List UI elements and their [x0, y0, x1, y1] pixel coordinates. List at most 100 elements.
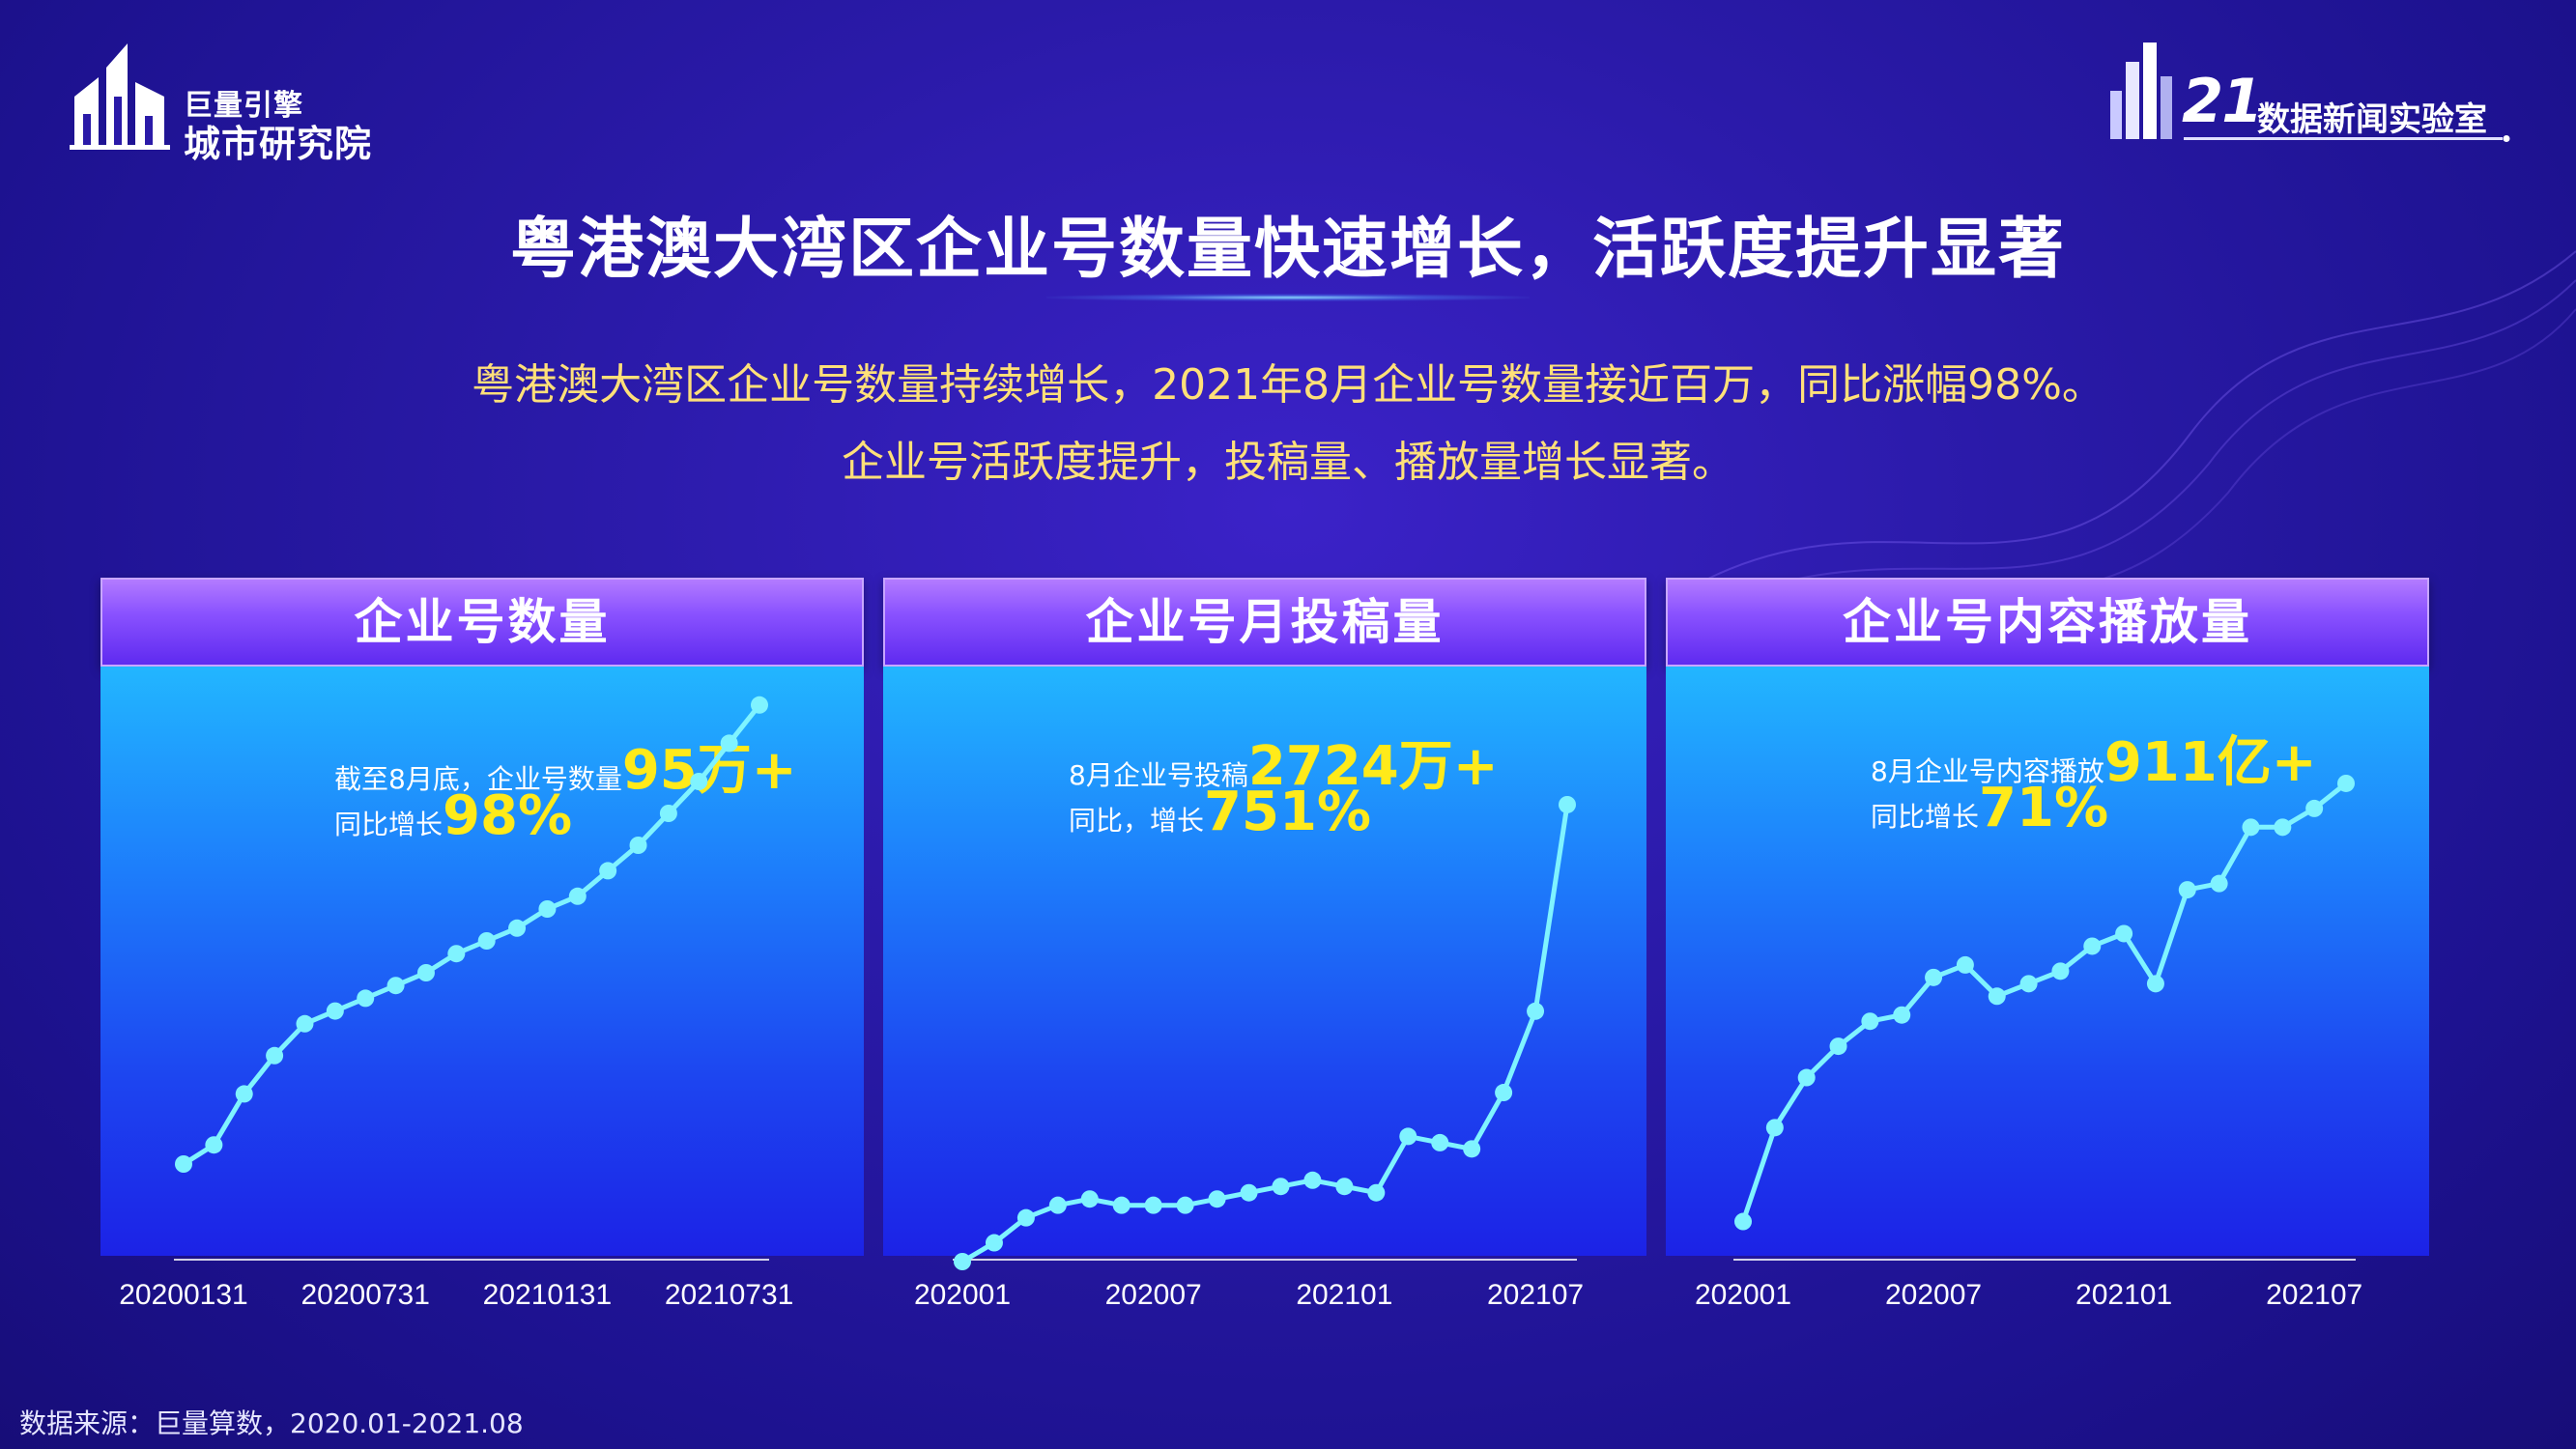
x-tick-labels: 202001 202007 202101 202107: [1695, 1279, 2362, 1311]
data-point: [1335, 1178, 1354, 1196]
panel-chart-area: [883, 667, 1646, 1256]
data-point: [357, 989, 375, 1008]
data-point: [1431, 1133, 1449, 1151]
data-point: [985, 1234, 1003, 1252]
panel-chart-area: [100, 667, 864, 1256]
annotation-line2: 同比增长98%: [334, 784, 572, 847]
page-title: 粤港澳大湾区企业号数量快速增长，活跃度提升显著: [509, 212, 2066, 288]
data-point: [1303, 1171, 1322, 1189]
data-point: [1861, 1012, 1879, 1031]
panel-header: 企业号月投稿量: [883, 578, 1646, 667]
panel-content-plays: 企业号内容播放量: [1666, 578, 2429, 1256]
annotation-prefix: 8月企业号投稿: [1069, 759, 1248, 791]
panel-header: 企业号内容播放量: [1666, 578, 2429, 667]
bar-building-icon: [2110, 43, 2172, 139]
series-line: [960, 804, 1570, 1264]
series-line: [1740, 781, 2348, 1223]
panel-header: 企业号数量: [100, 578, 864, 667]
data-point: [1925, 968, 1943, 986]
data-point: [235, 1085, 253, 1103]
data-point: [1829, 1037, 1847, 1056]
annotation-line2: 同比增长71%: [1871, 777, 2108, 839]
data-point: [447, 945, 466, 963]
logo-right-number: 21: [2182, 66, 2263, 136]
annotation-prefix: 同比，增长: [1069, 805, 1205, 837]
x-tick-label: 20200131: [119, 1279, 247, 1311]
data-point: [599, 862, 617, 880]
subtitle-line-2: 企业号活跃度提升，投稿量、播放量增长显著。: [842, 438, 1734, 487]
x-tick-labels: 202001 202007 202101 202107: [914, 1279, 1584, 1311]
data-point: [508, 919, 527, 937]
logo-underline: [2184, 135, 2510, 142]
data-point: [720, 734, 738, 753]
data-point: [2019, 975, 2038, 993]
data-point: [326, 1002, 344, 1020]
data-point: [1144, 1196, 1162, 1214]
annotation-prefix: 8月企业号内容播放: [1871, 755, 2104, 787]
logo-left-line2: 城市研究院: [184, 123, 373, 165]
annotation-value: 71%: [1979, 777, 2109, 839]
annotation-prefix: 截至8月底，企业号数量: [334, 763, 622, 795]
data-point: [1734, 1212, 1752, 1231]
data-point: [2305, 799, 2324, 817]
data-point: [1399, 1127, 1417, 1146]
series-line: [182, 703, 761, 1167]
data-point: [1988, 987, 2006, 1006]
logo-right-text: 数据新闻实验室: [2257, 100, 2487, 139]
data-point: [1956, 955, 1974, 974]
x-tick-label: 202107: [1487, 1279, 1584, 1311]
data-point: [538, 900, 557, 918]
data-point: [954, 1253, 971, 1270]
annotation-line2: 同比，增长751%: [1069, 781, 1371, 843]
x-tick-label: 202001: [1695, 1279, 1791, 1311]
data-point: [2337, 774, 2355, 792]
data-point: [477, 932, 496, 950]
x-tick-label: 202007: [1105, 1279, 1202, 1311]
data-point: [1272, 1178, 1290, 1196]
data-point: [1463, 1140, 1481, 1158]
data-point: [386, 977, 405, 995]
annotation-value: 2724万+: [1247, 735, 1499, 798]
x-tick-label: 20210731: [665, 1279, 793, 1311]
data-point: [690, 773, 708, 790]
data-point: [1367, 1183, 1386, 1202]
line-chart-content-plays: 202001 202007 202101 202107: [1695, 774, 2362, 1311]
line-chart-enterprise-count: 20200131 20200731 20210131 20210731: [119, 696, 793, 1311]
data-point: [1016, 1208, 1035, 1227]
subtitle-line-1: 粤港澳大湾区企业号数量持续增长，2021年8月企业号数量接近百万，同比涨幅98%…: [472, 360, 2104, 410]
data-point: [2274, 818, 2292, 837]
data-point: [1080, 1190, 1099, 1208]
x-tick-label: 20200731: [301, 1279, 429, 1311]
data-point: [1240, 1183, 1258, 1202]
x-tick-label: 202107: [2266, 1279, 2362, 1311]
data-point: [1112, 1196, 1131, 1214]
data-point: [629, 837, 647, 854]
panel-monthly-posts: 企业号月投稿量: [883, 578, 1646, 1256]
x-tick-labels: 20200131 20200731 20210131 20210731: [119, 1279, 793, 1311]
logo-21-data-lab: 21 数据新闻实验室: [2106, 33, 2512, 158]
logo-juliang-city-institute: 巨量引擎 城市研究院: [70, 39, 379, 165]
data-point: [2242, 818, 2260, 837]
data-point: [568, 887, 587, 905]
data-point: [1048, 1196, 1067, 1214]
line-chart-monthly-posts: 202001 202007 202101 202107: [914, 795, 1584, 1311]
annotation-value: 751%: [1204, 781, 1372, 843]
data-point: [1527, 1002, 1545, 1020]
data-point: [266, 1046, 284, 1065]
data-point: [205, 1136, 223, 1154]
x-tick-label: 202001: [914, 1279, 1011, 1311]
x-tick-label: 20210131: [483, 1279, 612, 1311]
data-point: [1176, 1196, 1194, 1214]
panel-chart-area: [1666, 667, 2429, 1256]
data-point: [2115, 924, 2133, 943]
data-point: [659, 805, 677, 822]
data-point: [2083, 937, 2102, 955]
data-point: [751, 696, 768, 714]
annotation-line1: 8月企业号投稿2724万+: [1069, 723, 1499, 801]
city-building-icon: [70, 43, 170, 150]
data-point: [416, 964, 435, 981]
data-point: [2146, 975, 2164, 993]
data-point: [1208, 1190, 1226, 1208]
data-source-footer: 数据来源：巨量算数，2020.01-2021.08: [19, 1407, 524, 1439]
annotation-value: 98%: [443, 784, 573, 847]
